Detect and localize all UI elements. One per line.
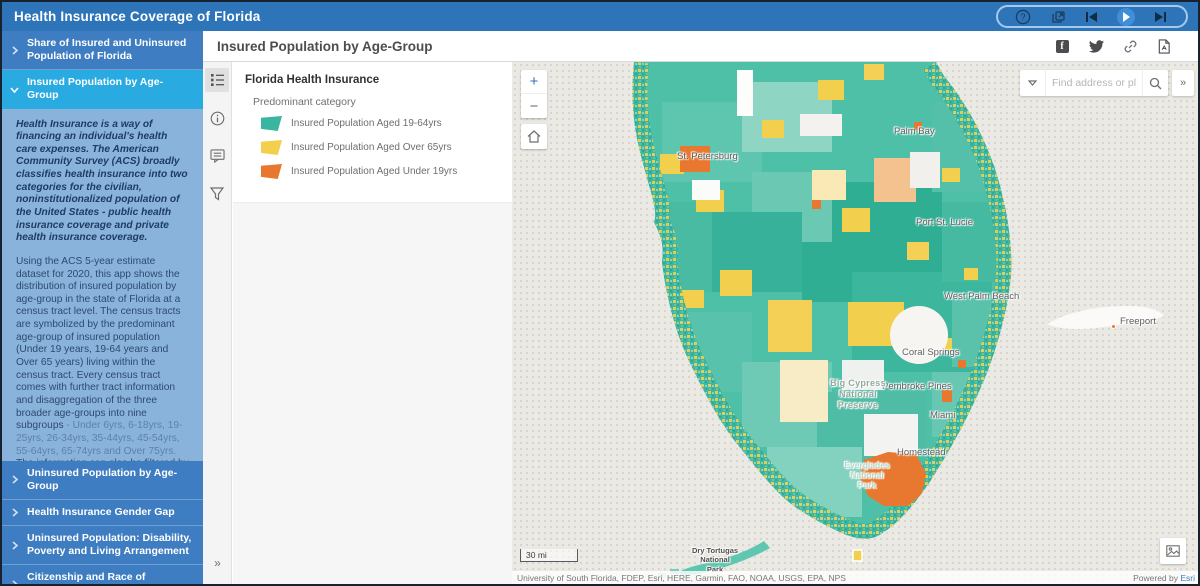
twitter-icon[interactable] [1088,38,1104,54]
sidebar-item-citizenship-race[interactable]: Citizenship and Race of Uninsured Popula… [2,565,203,584]
legend-item-label: Insured Population Aged 19-64yrs [291,118,442,129]
comment-icon[interactable] [205,144,229,168]
play-icon[interactable] [1115,7,1137,26]
share-icons: f [1054,38,1172,54]
legend-item: Insured Population Aged Under 19yrs [261,164,500,179]
sidebar-item-label: Citizenship and Race of Uninsured Popula… [27,571,146,584]
share-icon[interactable] [1047,8,1069,26]
swatch-aged-19-64 [261,116,282,131]
legend-card: Florida Health Insurance Predominant cat… [233,62,512,203]
attribution-text: University of South Florida, FDEP, Esri,… [517,572,846,583]
svg-text:?: ? [1021,12,1026,22]
sidebar-item-insured-by-age[interactable]: Insured Population by Age-Group [2,70,203,109]
app-title: Health Insurance Coverage of Florida [14,9,261,24]
page-title: Insured Population by Age-Group [217,38,433,54]
chevron-right-icon [12,580,18,584]
swatch-aged-over-65 [261,140,282,155]
sidebar: Share of Insured and Uninsured Populatio… [2,31,203,584]
florida-choropleth [632,62,1164,577]
chevron-right-icon [12,475,19,484]
legend-icon[interactable] [205,68,229,92]
body-paragraph: Using the ACS 5-year estimate dataset fo… [16,256,189,461]
search-widget [1020,70,1168,96]
link-icon[interactable] [1122,38,1138,54]
subgroups-text: - Under 6yrs, 6-18yrs, 19-25yrs, 26-34yr… [16,420,183,457]
scale-bar: 30 mi [520,549,578,562]
app-header: Health Insurance Coverage of Florida ? [2,2,1198,31]
legend-layer-title: Florida Health Insurance [245,74,380,86]
sidebar-item-label: Insured Population by Age-Group [27,76,164,102]
sidebar-item-label: Uninsured Population: Disability, Povert… [27,531,192,557]
intro-paragraph: Health Insurance is a way of financing a… [16,118,188,244]
panel-header: Insured Population by Age-Group f [203,31,1198,62]
search-expand-icon[interactable]: » [1172,70,1194,96]
header-toolbar: ? [996,5,1188,28]
body-text-end: The information can also be filtered by … [16,458,189,460]
search-icon[interactable] [1142,70,1168,96]
facebook-icon[interactable]: f [1054,38,1070,54]
search-source-dropdown-icon[interactable] [1020,70,1046,96]
pdf-icon[interactable] [1156,38,1172,54]
sidebar-section-content: Health Insurance is a way of financing a… [2,109,203,461]
chevron-down-icon [10,87,19,94]
search-input[interactable] [1046,70,1142,96]
sidebar-item-gender-gap[interactable]: Health Insurance Gender Gap [2,499,203,526]
legend-subtitle: Predominant category [253,96,356,108]
help-icon[interactable]: ? [1012,8,1034,26]
map-attribution: University of South Florida, FDEP, Esri,… [512,571,1198,584]
chevron-right-icon [12,508,19,517]
filter-icon[interactable] [205,182,229,206]
legend-item: Insured Population Aged Over 65yrs [261,140,500,155]
basemap-toggle-button[interactable] [1160,538,1186,564]
legend-item-label: Insured Population Aged Over 65yrs [291,142,452,153]
esri-brand-text: Esri [1180,572,1195,583]
body-text: Using the ACS 5-year estimate dataset fo… [16,255,181,432]
freeport-city-dot [1111,324,1116,329]
legend-panel: Florida Health Insurance Predominant cat… [233,62,512,584]
sidebar-item-share-insured-uninsured[interactable]: Share of Insured and Uninsured Populatio… [2,31,203,71]
zoom-control: + − [521,70,547,118]
legend-item: Insured Population Aged 19-64yrs [261,116,500,131]
widget-strip: » [203,62,232,584]
powered-by-esri: Powered by Esri [1133,573,1195,583]
skip-back-icon[interactable] [1081,8,1103,26]
sidebar-item-disability-poverty[interactable]: Uninsured Population: Disability, Povert… [2,525,203,566]
sidebar-item-label: Share of Insured and Uninsured Populatio… [27,37,187,63]
legend-item-label: Insured Population Aged Under 19yrs [291,166,458,177]
chevron-right-icon [12,46,19,55]
panel-collapse-icon[interactable]: » [214,556,221,570]
swatch-aged-under-19 [261,164,282,179]
sidebar-item-label: Health Insurance Gender Gap [27,505,175,518]
zoom-out-button[interactable]: − [529,97,539,115]
skip-forward-icon[interactable] [1150,8,1172,26]
sidebar-item-uninsured-by-age[interactable]: Uninsured Population by Age-Group [2,460,203,500]
powered-by-text: Powered by [1133,572,1181,583]
map-canvas[interactable]: St. Petersburg Palm Bay Port St. Lucie W… [512,62,1198,584]
chevron-right-icon [12,540,19,550]
info-icon[interactable] [205,106,229,130]
home-button[interactable] [521,124,547,149]
sidebar-item-label: Uninsured Population by Age-Group [27,466,178,492]
zoom-in-button[interactable]: + [521,70,547,94]
